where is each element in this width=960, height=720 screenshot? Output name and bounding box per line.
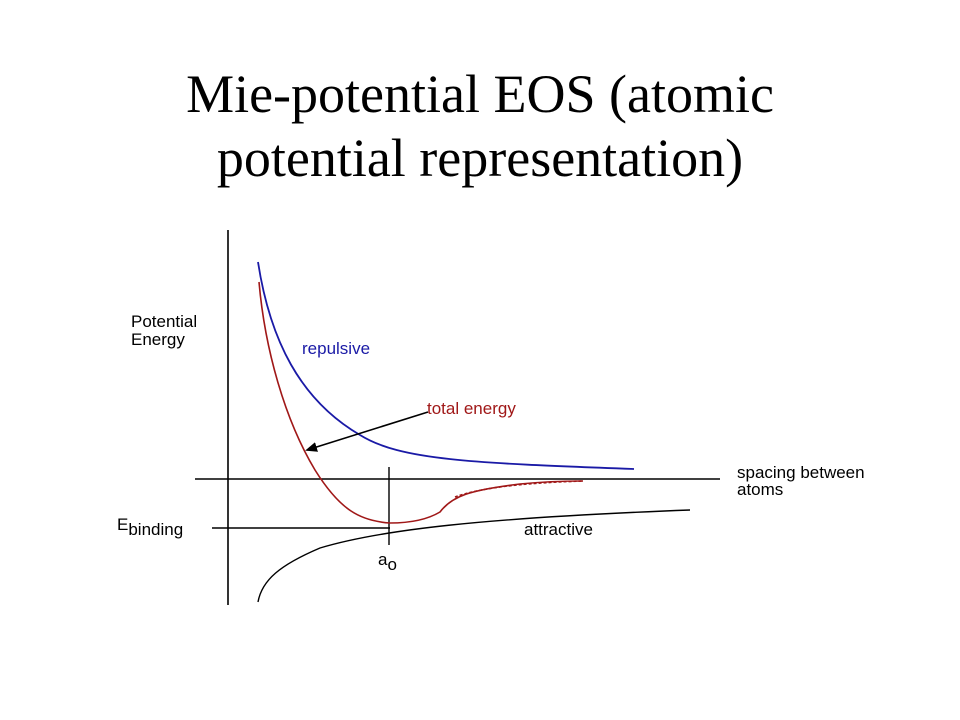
binding-energy-label: Ebinding bbox=[117, 515, 183, 539]
equilibrium-spacing-label-main: a bbox=[378, 550, 388, 569]
total-energy-curve-tail bbox=[454, 480, 584, 498]
repulsive-curve bbox=[257, 261, 635, 470]
equilibrium-spacing-label-sub: o bbox=[387, 555, 396, 574]
x-axis-label-line-2: atoms bbox=[737, 480, 783, 499]
attractive-curve bbox=[257, 509, 691, 603]
binding-energy-label-main: E bbox=[117, 515, 128, 534]
slide-title-line-2: potential representation) bbox=[216, 128, 744, 188]
equilibrium-spacing-label: ao bbox=[378, 550, 397, 574]
total-energy-curve bbox=[258, 281, 584, 524]
attractive-label: attractive bbox=[524, 520, 593, 539]
binding-energy-label-sub: binding bbox=[128, 520, 183, 539]
slide-title: Mie-potential EOS (atomic potential repr… bbox=[0, 62, 960, 190]
y-axis-label-line-1: Potential bbox=[131, 312, 197, 331]
total-energy-label: total energy bbox=[427, 399, 516, 418]
repulsive-label: repulsive bbox=[302, 339, 370, 358]
total-energy-arrow bbox=[305, 411, 429, 452]
slide-title-line-1: Mie-potential EOS (atomic bbox=[186, 64, 774, 124]
y-axis-label-line-2: Energy bbox=[131, 330, 185, 349]
x-axis-label-line-1: spacing between bbox=[737, 463, 865, 482]
